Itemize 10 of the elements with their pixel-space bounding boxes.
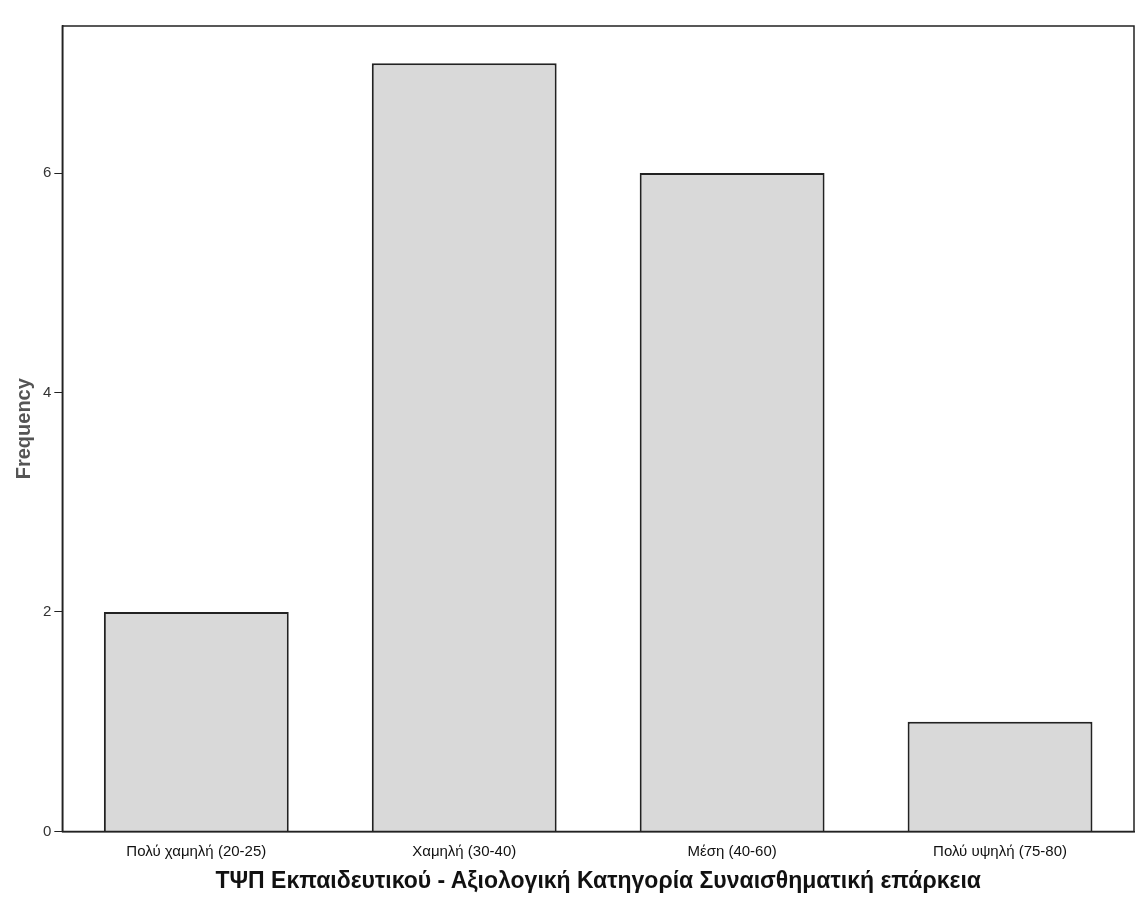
y-tick-label: 6 [43, 163, 52, 181]
y-tick-label: 0 [43, 821, 52, 839]
y-axis-title: Frequency [11, 377, 34, 480]
x-tick-label: Μέση (40-60) [687, 841, 777, 859]
x-tick-label: Πολύ χαμηλή (20-25) [126, 841, 267, 859]
x-tick-label: Πολύ υψηλή (75-80) [933, 841, 1068, 859]
x-tick-label: Χαμηλή (30-40) [412, 841, 517, 859]
x-axis-title: ΤΨΠ Εκπαιδευτικού - Αξιολογική Κατηγορία Συναισθηματική επάρκεια [215, 866, 981, 893]
y-tick-label: 4 [43, 382, 52, 400]
y-tick-label: 2 [43, 602, 52, 620]
